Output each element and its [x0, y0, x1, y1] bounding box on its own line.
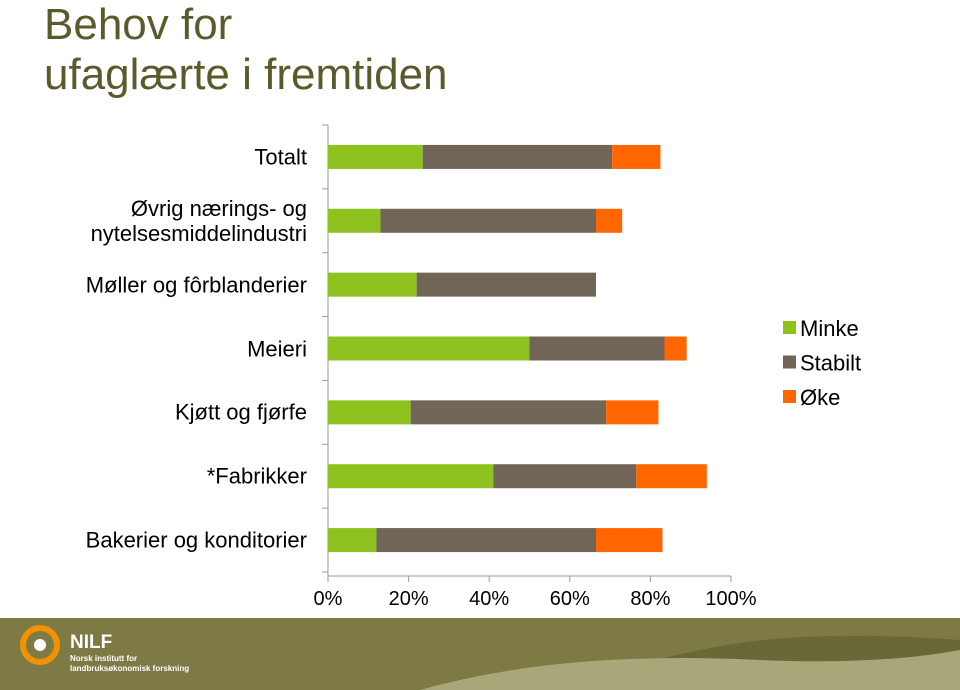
y-tick-label: Bakerier og konditorier [85, 527, 307, 553]
logo-line: Norsk institutt for [70, 654, 137, 663]
bar-segment [376, 528, 596, 553]
bar-segment [328, 400, 411, 425]
footer-landscape [0, 618, 960, 690]
x-tick-label: 20% [389, 588, 429, 610]
y-tick-label: *Fabrikker [206, 463, 307, 489]
bar-segment [328, 336, 530, 361]
bar-segment [595, 528, 663, 553]
bar-segment [328, 528, 377, 553]
legend-label: Minke [800, 316, 859, 341]
legend-swatch [783, 390, 796, 403]
bar-segment [328, 144, 423, 169]
legend-label: Stabilt [800, 351, 861, 376]
bar-segment [612, 144, 661, 169]
bar-segment [664, 336, 687, 361]
footer-water [420, 650, 960, 690]
y-tick-label: Kjøtt og fjørfe [174, 399, 307, 425]
x-tick-label: 0% [314, 588, 343, 610]
x-tick-label: 100% [705, 588, 756, 610]
bar-segment [416, 272, 596, 297]
logo-ring [20, 625, 60, 665]
x-tick-label: 80% [630, 588, 670, 610]
legend-swatch [783, 355, 796, 369]
legend-swatch [783, 321, 796, 334]
bar-segment [328, 464, 494, 489]
bar-segment [493, 464, 637, 489]
bar-segment [606, 400, 659, 425]
bar-segment [636, 464, 707, 489]
bar-segment [328, 272, 417, 297]
title: Behov for ufaglærte i fremtiden [44, 0, 448, 99]
logo-line: landbruksøkonomisk forskning [70, 664, 189, 673]
x-tick-label: 60% [550, 588, 590, 610]
y-tick-label: Totalt [254, 144, 307, 170]
bar-segment [410, 400, 607, 425]
x-tick-label: 40% [469, 588, 509, 610]
bar-segment [529, 336, 665, 361]
bar-segment [328, 208, 381, 233]
bar-segment [380, 208, 596, 233]
y-tick-label: Møller og fôrblanderier [85, 272, 307, 298]
y-tick-label: Øvrig nærings- og nytelsesmiddelindustri [90, 195, 307, 246]
bar-segment [595, 208, 623, 233]
logo-text: NILF [70, 632, 112, 653]
y-tick-label: Meieri [247, 336, 307, 361]
bar-segment [422, 144, 613, 169]
legend-label: Øke [800, 385, 840, 410]
logo-dot [34, 639, 46, 651]
